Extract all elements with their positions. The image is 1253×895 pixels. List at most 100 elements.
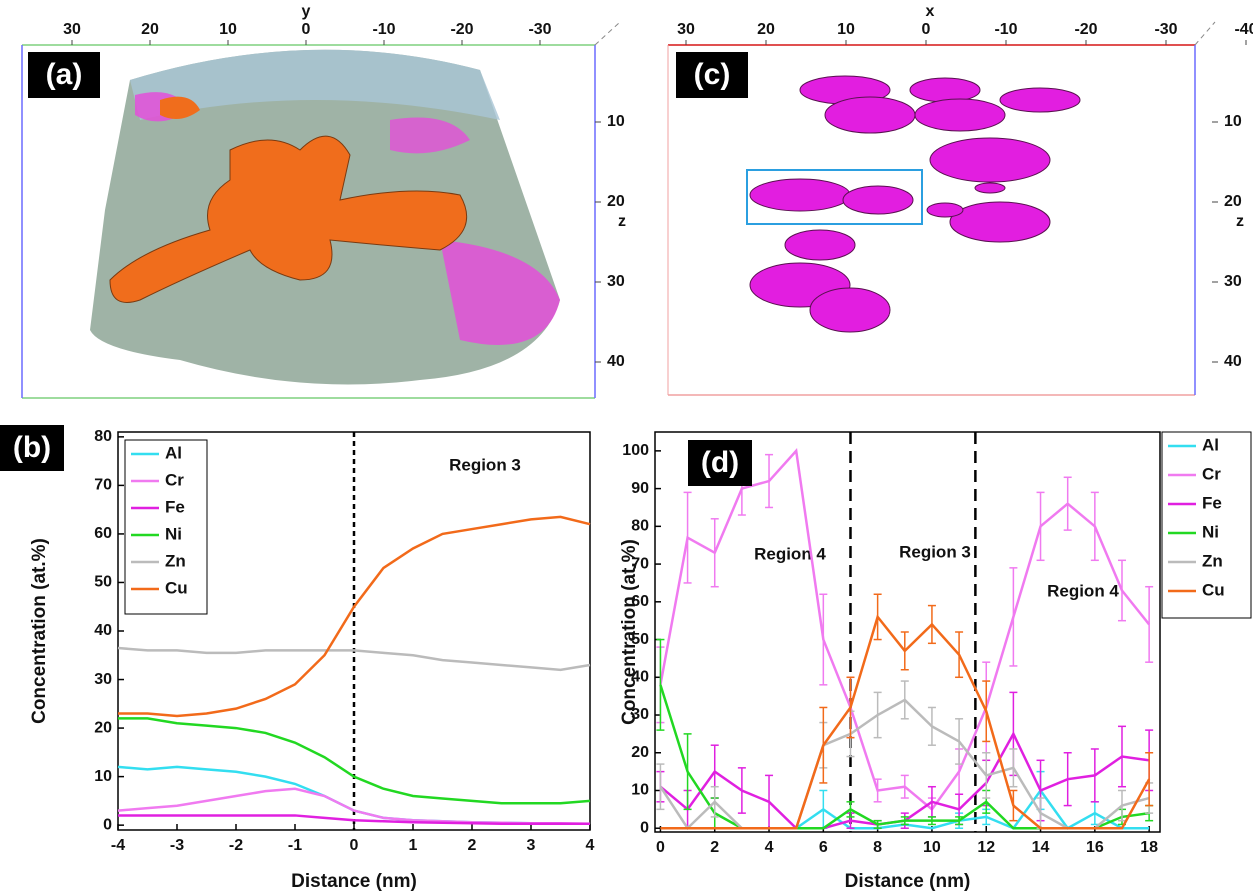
series-line xyxy=(117,646,591,672)
x-tick-label: 6 xyxy=(819,839,828,856)
right-tick-label: 20 xyxy=(1224,193,1242,210)
y-tick-label: 70 xyxy=(631,555,649,572)
y-tick-label: 60 xyxy=(631,593,649,610)
x-tick-label: 8 xyxy=(873,839,882,856)
y-tick-label: 20 xyxy=(631,744,649,761)
panel-label: (a) xyxy=(46,58,83,91)
top-tick-label: -40 xyxy=(1234,21,1253,38)
right-axis-label: z xyxy=(1236,213,1244,230)
legend-label: Al xyxy=(1202,435,1219,454)
legend-label: Cu xyxy=(165,578,188,597)
right-tick-label: 30 xyxy=(607,273,625,290)
y-tick-label: 0 xyxy=(640,819,649,836)
y-tick-label: 10 xyxy=(94,768,112,785)
top-tick-label: 0 xyxy=(922,21,931,38)
x-tick-label: 4 xyxy=(765,839,774,856)
top-tick-label: -20 xyxy=(1074,21,1097,38)
y-tick-label: 80 xyxy=(94,428,112,445)
series-line xyxy=(660,614,1151,830)
x-tick-label: 18 xyxy=(1140,839,1158,856)
legend-box xyxy=(124,439,208,615)
y-axis-title: Concentration (at.%) xyxy=(29,538,50,724)
top-axis-label: x xyxy=(926,3,935,20)
y-tick-label: 10 xyxy=(631,782,649,799)
reconstruction-c xyxy=(667,21,1216,396)
right-axis-label: z xyxy=(618,213,626,230)
x-tick-label: 16 xyxy=(1086,839,1104,856)
right-tick-label: 10 xyxy=(607,113,625,130)
y-tick-label: 0 xyxy=(103,816,112,833)
panel-label: (c) xyxy=(694,58,731,91)
y-tick-label: 50 xyxy=(94,574,112,591)
series-line xyxy=(118,814,590,825)
reconstruction-a xyxy=(21,21,621,399)
legend-label: Cr xyxy=(165,470,184,489)
y-tick-label: 30 xyxy=(631,706,649,723)
top-tick-label: -20 xyxy=(450,21,473,38)
y-tick-label: 70 xyxy=(94,477,112,494)
y-tick-label: 90 xyxy=(631,480,649,497)
x-tick-label: 0 xyxy=(350,837,359,854)
legend-label: Fe xyxy=(1202,493,1222,512)
top-tick-label: 0 xyxy=(302,21,311,38)
legend-label: Cr xyxy=(1202,464,1221,483)
series-line xyxy=(659,448,1151,812)
panel-label: (d) xyxy=(701,446,739,479)
top-tick-label: 20 xyxy=(757,21,775,38)
x-tick-label: -2 xyxy=(229,837,243,854)
region-label: Region 4 xyxy=(1047,581,1119,600)
y-tick-label: 100 xyxy=(622,442,649,459)
panel-label: (b) xyxy=(13,431,51,464)
top-tick-label: -10 xyxy=(994,21,1017,38)
top-tick-label: 20 xyxy=(141,21,159,38)
y-tick-label: 80 xyxy=(631,518,649,535)
right-tick-label: 40 xyxy=(607,353,625,370)
x-tick-label: -3 xyxy=(170,837,184,854)
top-tick-label: 10 xyxy=(837,21,855,38)
right-tick-label: 30 xyxy=(1224,273,1242,290)
x-tick-label: 14 xyxy=(1032,839,1050,856)
x-tick-label: 1 xyxy=(409,837,418,854)
top-tick-label: 30 xyxy=(677,21,695,38)
legend-label: Ni xyxy=(165,524,182,543)
y-tick-label: 30 xyxy=(94,671,112,688)
top-tick-label: -30 xyxy=(528,21,551,38)
series-line xyxy=(118,515,591,718)
x-tick-label: 10 xyxy=(923,839,941,856)
panel-label-box xyxy=(28,52,100,98)
x-tick-label: 12 xyxy=(977,839,995,856)
x-tick-label: 2 xyxy=(468,837,477,854)
legend-box xyxy=(1161,431,1252,619)
top-tick-label: -10 xyxy=(372,21,395,38)
legend-label: Al xyxy=(165,443,182,462)
y-tick-label: 60 xyxy=(94,525,112,542)
y-tick-label: 20 xyxy=(94,719,112,736)
legend-label: Cu xyxy=(1202,580,1225,599)
x-tick-label: 4 xyxy=(586,837,595,854)
y-tick-label: 40 xyxy=(94,622,112,639)
top-tick-label: 10 xyxy=(219,21,237,38)
legend-label: Zn xyxy=(165,551,186,570)
x-tick-label: 2 xyxy=(710,839,719,856)
y-axis-title: Concentration (at.%) xyxy=(619,539,640,725)
legend-label: Fe xyxy=(165,497,185,516)
top-axis-label: y xyxy=(302,3,311,20)
right-tick-label: 20 xyxy=(607,193,625,210)
panel-label-box xyxy=(688,440,752,486)
x-tick-label: 3 xyxy=(527,837,536,854)
panel-label-box xyxy=(0,425,64,471)
series-line xyxy=(118,717,591,805)
x-axis-title: Distance (nm) xyxy=(845,871,971,892)
top-tick-label: -30 xyxy=(1154,21,1177,38)
legend-label: Ni xyxy=(1202,522,1219,541)
x-axis-title: Distance (nm) xyxy=(291,871,417,892)
right-tick-label: 40 xyxy=(1224,353,1242,370)
x-tick-label: -4 xyxy=(111,837,125,854)
region-label: Region 3 xyxy=(449,455,521,474)
region-label: Region 3 xyxy=(899,542,971,561)
y-tick-label: 40 xyxy=(631,669,649,686)
legend-label: Zn xyxy=(1202,551,1223,570)
region-label: Region 4 xyxy=(754,544,826,563)
right-tick-label: 10 xyxy=(1224,113,1242,130)
